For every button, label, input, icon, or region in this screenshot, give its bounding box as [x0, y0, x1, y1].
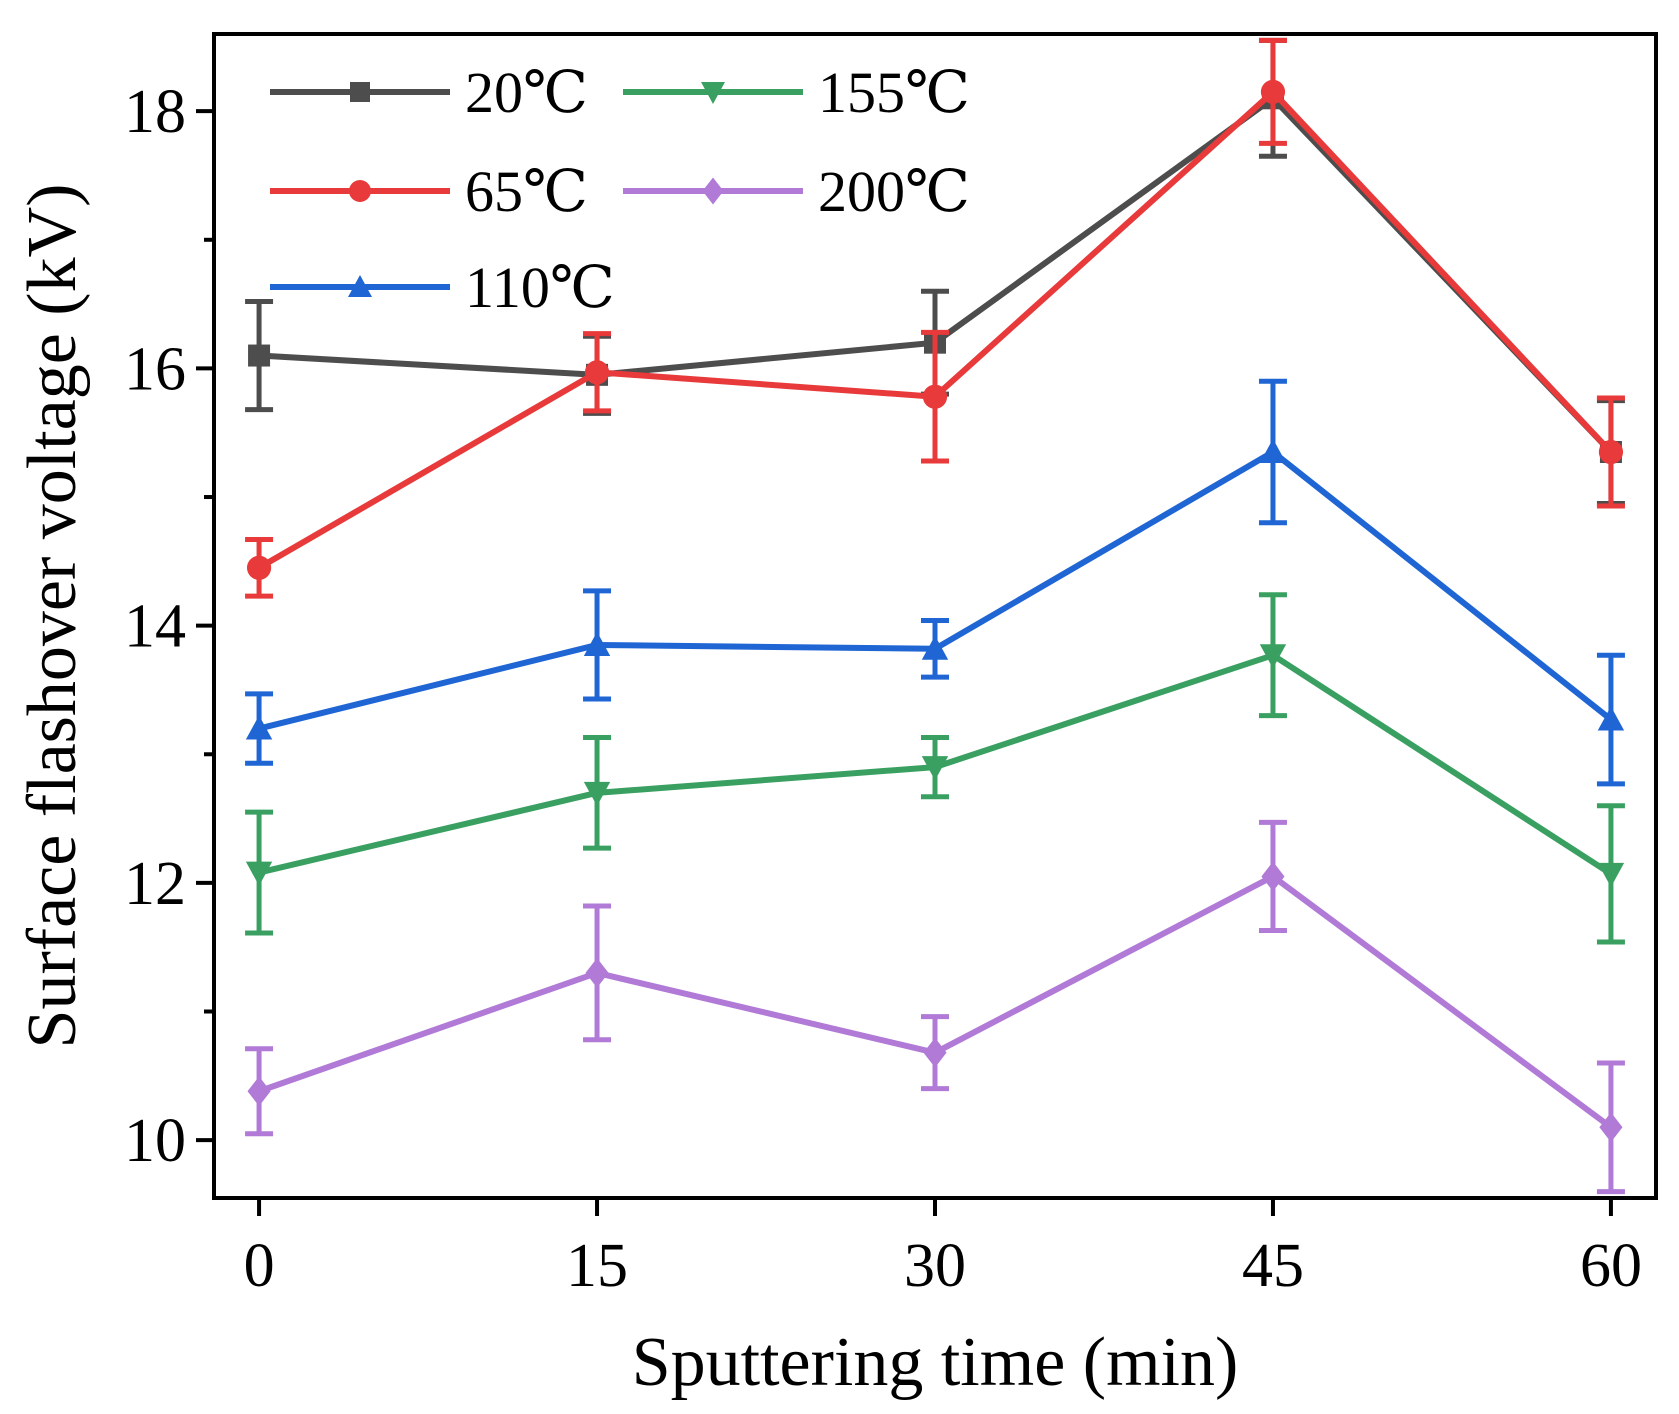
plot-layer [245, 37, 1625, 1195]
legend-marker [350, 82, 370, 102]
y-tick-label: 16 [124, 335, 186, 403]
x-tick-label: 45 [1242, 1232, 1304, 1300]
data-point [584, 360, 610, 385]
data-point [248, 344, 271, 367]
x-tick-label: 30 [904, 1232, 966, 1300]
data-point [247, 1076, 271, 1107]
data-point [1259, 644, 1287, 669]
x-axis-label: Sputtering time (min) [632, 1324, 1239, 1401]
y-tick-label: 10 [124, 1107, 186, 1175]
data-point [583, 781, 611, 807]
series-line [258, 449, 1613, 732]
x-tick-label: 0 [244, 1232, 275, 1300]
x-tick-label: 60 [1580, 1232, 1642, 1300]
data-point [921, 635, 949, 660]
data-point [1260, 79, 1286, 104]
y-axis-label: Surface flashover voltage (kV) [14, 184, 91, 1049]
legend-label: 65℃ [465, 159, 588, 224]
series-1 [245, 37, 1625, 599]
legend-label: 110℃ [465, 255, 615, 320]
y-tick-label: 12 [124, 850, 186, 918]
legend-marker [349, 180, 371, 202]
data-point [1598, 439, 1624, 465]
data-point [583, 631, 611, 656]
series-3 [245, 592, 1625, 945]
data-point [1261, 861, 1285, 892]
legend-label: 155℃ [818, 60, 970, 125]
series-2 [245, 378, 1625, 787]
legend-item: 65℃ [270, 159, 588, 224]
legend-item: 200℃ [623, 159, 970, 224]
y-tick-label: 14 [124, 593, 186, 661]
legend-item: 110℃ [270, 255, 615, 320]
data-point [585, 958, 609, 988]
y-tick-label: 18 [124, 78, 186, 146]
data-point [923, 1037, 947, 1068]
legend-marker [348, 275, 372, 297]
data-point [922, 384, 948, 409]
data-point [246, 555, 272, 580]
x-tick-label: 15 [566, 1232, 628, 1300]
legend-item: 155℃ [623, 60, 970, 125]
data-point [245, 861, 273, 886]
series-4 [245, 819, 1625, 1195]
data-point [1599, 1112, 1623, 1143]
data-point [245, 715, 273, 740]
data-point [1597, 706, 1625, 731]
legend-item: 20℃ [270, 60, 588, 125]
data-point [1259, 438, 1287, 464]
legend: 20℃ 65℃ 110℃ 155℃ 200℃ [270, 60, 970, 320]
data-point [1597, 862, 1625, 888]
legend-marker [702, 177, 724, 205]
legend-label: 20℃ [465, 60, 588, 125]
legend-label: 200℃ [818, 159, 970, 224]
legend-marker [701, 82, 725, 104]
axes-layer: 0 15 30 45 60 10 12 14 16 18 [124, 78, 1642, 1300]
data-point [921, 756, 949, 781]
